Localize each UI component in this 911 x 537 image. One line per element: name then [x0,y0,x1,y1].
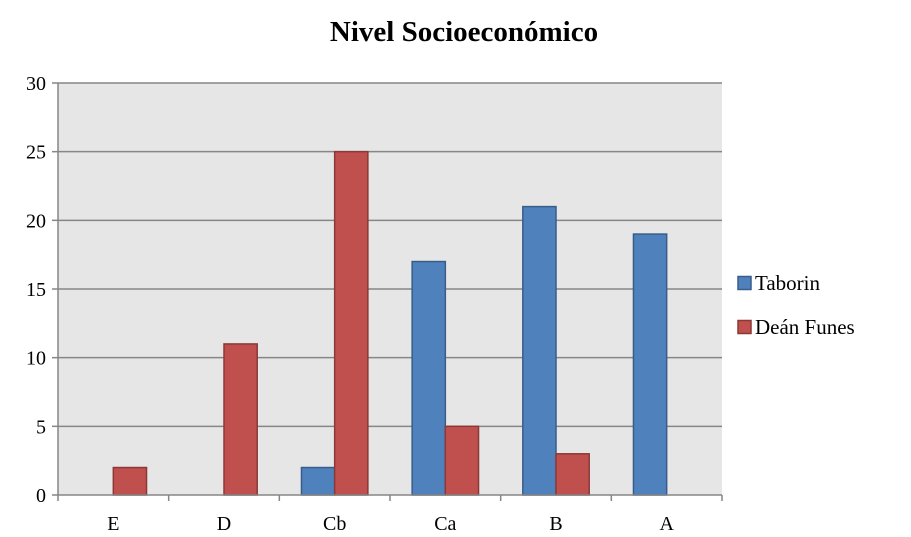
y-tick-label: 30 [26,73,46,95]
x-tick-label: B [549,513,562,535]
y-tick-label: 0 [36,485,46,507]
legend-swatch-de-n-funes [737,319,752,335]
x-tick-label: E [107,513,119,535]
bar-de-n-funes-d [223,343,258,496]
bar-taborin-ca [411,260,447,496]
chart-title: Nivel Socioeconómico [330,16,598,48]
bar-taborin-cb [300,466,336,496]
x-tick-label: Cb [323,513,346,535]
legend-swatch-taborin [737,275,752,291]
x-axis-ticks: E D Cb Ca B A [57,495,723,535]
bar-de-n-funes-b [555,453,590,496]
bars [112,150,668,496]
bar-de-n-funes-e [112,466,148,496]
bar-taborin-b [522,205,557,496]
y-tick-label: 5 [36,416,46,438]
bar-de-n-funes-cb [333,150,369,496]
bar-taborin-a [632,233,668,496]
y-tick-label: 10 [26,348,46,370]
gridlines [58,82,722,428]
y-tick-label: 20 [26,210,46,232]
y-tick-label: 25 [26,142,46,164]
x-tick-label: Ca [434,513,456,535]
x-tick-label: D [217,513,231,535]
legend: Taborin Deán Funes [737,271,855,339]
legend-label: Deán Funes [755,315,855,339]
x-tick-label: A [659,513,674,535]
bar-de-n-funes-ca [444,425,480,496]
y-axis-ticks: 0 5 10 15 20 25 30 [26,73,58,507]
legend-label: Taborin [755,271,821,295]
y-tick-label: 15 [26,279,46,301]
